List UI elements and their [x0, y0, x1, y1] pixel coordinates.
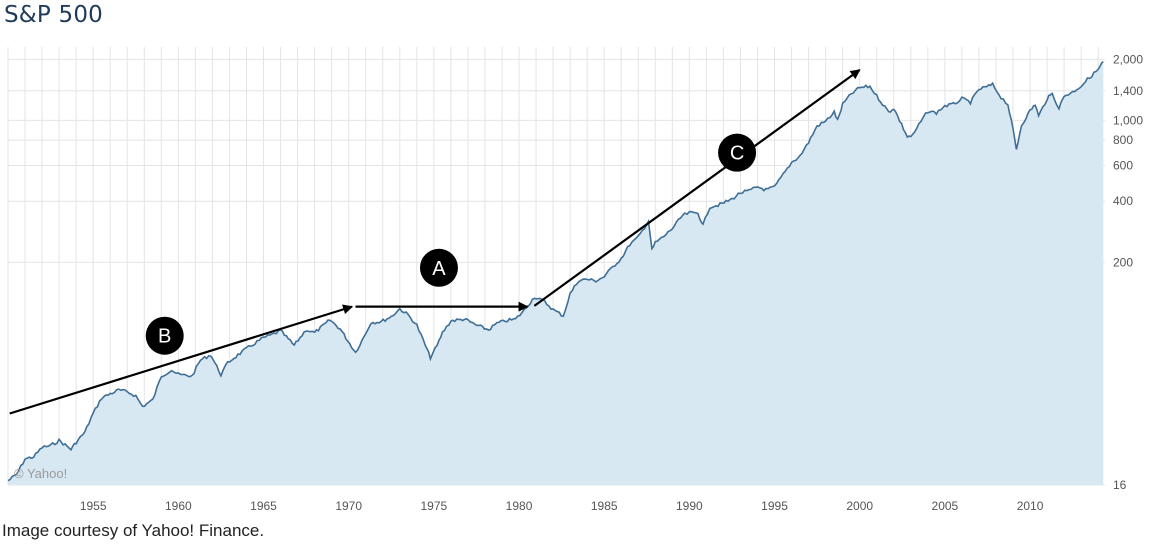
marker-c-badge	[718, 133, 757, 172]
x-tick-label: 1985	[591, 499, 618, 513]
marker-a-label: A	[432, 258, 446, 280]
x-tick-label: 1980	[506, 499, 533, 513]
marker-b-label: B	[158, 326, 171, 348]
image-caption: Image courtesy of Yahoo! Finance.	[2, 521, 265, 540]
x-tick-label: 1990	[676, 499, 703, 513]
arrow-c	[533, 68, 861, 307]
x-tick-label: 2000	[846, 499, 873, 513]
x-tick-label: 1975	[421, 499, 448, 513]
marker-b-badge	[145, 316, 184, 355]
watermark: © Yahoo!	[14, 466, 67, 481]
x-tick-label: 1955	[80, 499, 107, 513]
x-tick-label: 1965	[250, 499, 277, 513]
y-tick-label: 800	[1113, 133, 1133, 147]
x-tick-label: 1995	[761, 499, 788, 513]
y-tick-label: 2,000	[1113, 52, 1143, 66]
x-tick-label: 1960	[165, 499, 192, 513]
index-area	[8, 61, 1104, 485]
sp500-chart: 1955 1960 1965 1970 1975 1980 1985 1990 1995 2000…	[7, 47, 1143, 513]
arrow-b	[9, 304, 354, 415]
y-tick-label: 1,000	[1113, 113, 1143, 127]
x-tick-label: 2005	[932, 499, 959, 513]
y-tick-label: 400	[1113, 194, 1133, 208]
y-tick-label: 200	[1113, 255, 1133, 269]
y-tick-label: 600	[1113, 158, 1133, 172]
x-tick-label: 2010	[1017, 499, 1044, 513]
index-line	[7, 61, 1104, 482]
y-tick-label: 16	[1113, 478, 1127, 492]
y-tick-label: 1,400	[1113, 84, 1143, 98]
marker-a-badge	[419, 248, 458, 287]
x-tick-label: 1970	[335, 499, 362, 513]
marker-c-label: C	[730, 143, 744, 165]
chart-title: S&P 500	[4, 2, 104, 28]
